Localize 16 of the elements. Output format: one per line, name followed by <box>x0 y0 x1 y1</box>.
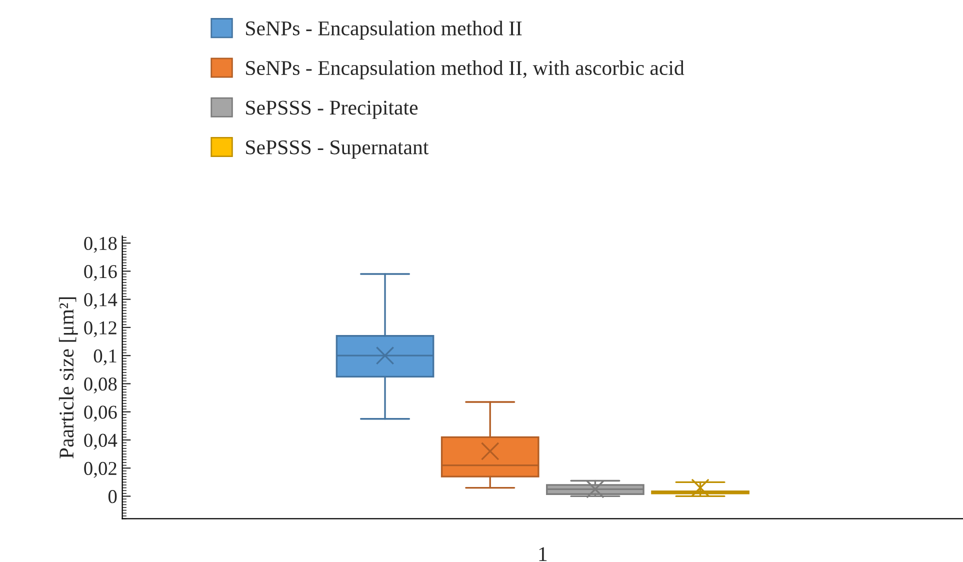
y-tick-label: 0,02 <box>84 462 116 478</box>
legend-label: SeNPs - Encapsulation method II, with ascorbic acid <box>246 60 684 80</box>
y-axis-title: Paarticle size [μm²] <box>58 297 78 458</box>
y-tick-label: 0,1 <box>94 349 116 366</box>
y-tick-label: 0 <box>108 490 117 504</box>
y-tick-label: 0,08 <box>84 378 117 394</box>
y-tick-label: 0,16 <box>84 265 117 281</box>
legend-label: SeNPs - Encapsulation method II <box>246 20 522 40</box>
y-tick-label: 0,14 <box>84 293 118 310</box>
y-tick-label: 0,12 <box>84 321 116 338</box>
x-tick-label: 1 <box>539 547 547 561</box>
legend-label: SePSSS - Precipitate <box>246 100 418 119</box>
y-tick-label: 0,18 <box>84 236 117 253</box>
y-tick-label: 0,06 <box>84 406 117 422</box>
y-tick-label: 0,04 <box>84 434 118 450</box>
legend-label: SePSSS - Supernatant <box>246 140 429 159</box>
